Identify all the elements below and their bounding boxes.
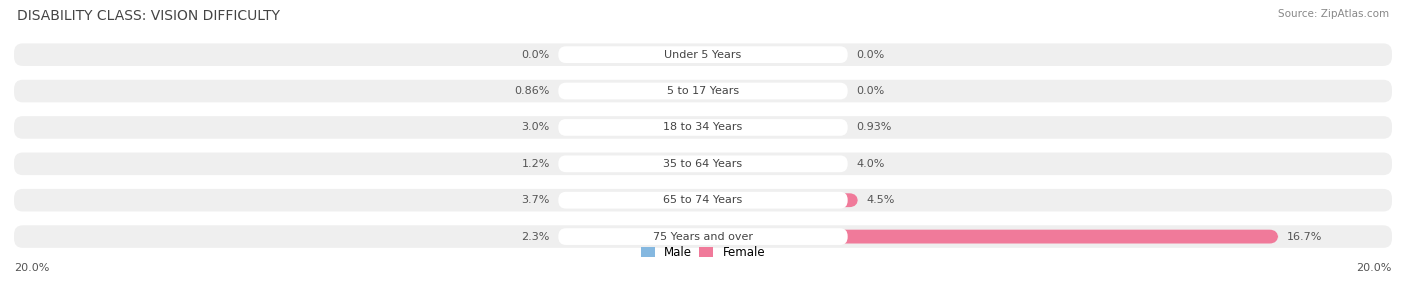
Text: 65 to 74 Years: 65 to 74 Years [664,195,742,205]
Text: 16.7%: 16.7% [1286,232,1322,242]
FancyBboxPatch shape [703,230,1278,244]
Text: 5 to 17 Years: 5 to 17 Years [666,86,740,96]
Text: Under 5 Years: Under 5 Years [665,50,741,60]
FancyBboxPatch shape [662,157,703,171]
FancyBboxPatch shape [558,83,848,99]
Text: 4.0%: 4.0% [856,159,884,169]
Text: 20.0%: 20.0% [1357,263,1392,272]
FancyBboxPatch shape [703,157,841,171]
Text: DISABILITY CLASS: VISION DIFFICULTY: DISABILITY CLASS: VISION DIFFICULTY [17,9,280,23]
Legend: Male, Female: Male, Female [636,241,770,264]
Text: 0.0%: 0.0% [856,50,884,60]
FancyBboxPatch shape [558,119,848,136]
FancyBboxPatch shape [14,189,1392,212]
Text: 4.5%: 4.5% [866,195,896,205]
Text: 0.0%: 0.0% [522,50,550,60]
FancyBboxPatch shape [703,120,735,134]
Text: 75 Years and over: 75 Years and over [652,232,754,242]
FancyBboxPatch shape [14,80,1392,102]
FancyBboxPatch shape [599,120,703,134]
FancyBboxPatch shape [14,116,1392,139]
Text: 0.93%: 0.93% [856,123,891,133]
FancyBboxPatch shape [14,153,1392,175]
FancyBboxPatch shape [624,230,703,244]
Text: 0.0%: 0.0% [856,86,884,96]
FancyBboxPatch shape [14,225,1392,248]
Text: 3.7%: 3.7% [522,195,550,205]
FancyBboxPatch shape [14,43,1392,66]
FancyBboxPatch shape [558,192,848,209]
FancyBboxPatch shape [558,228,848,245]
FancyBboxPatch shape [673,84,703,98]
Text: Source: ZipAtlas.com: Source: ZipAtlas.com [1278,9,1389,19]
Text: 20.0%: 20.0% [14,263,49,272]
Text: 35 to 64 Years: 35 to 64 Years [664,159,742,169]
Text: 2.3%: 2.3% [522,232,550,242]
Text: 3.0%: 3.0% [522,123,550,133]
FancyBboxPatch shape [558,155,848,172]
Text: 1.2%: 1.2% [522,159,550,169]
FancyBboxPatch shape [575,193,703,207]
FancyBboxPatch shape [703,193,858,207]
Text: 18 to 34 Years: 18 to 34 Years [664,123,742,133]
Text: 0.86%: 0.86% [515,86,550,96]
FancyBboxPatch shape [558,46,848,63]
